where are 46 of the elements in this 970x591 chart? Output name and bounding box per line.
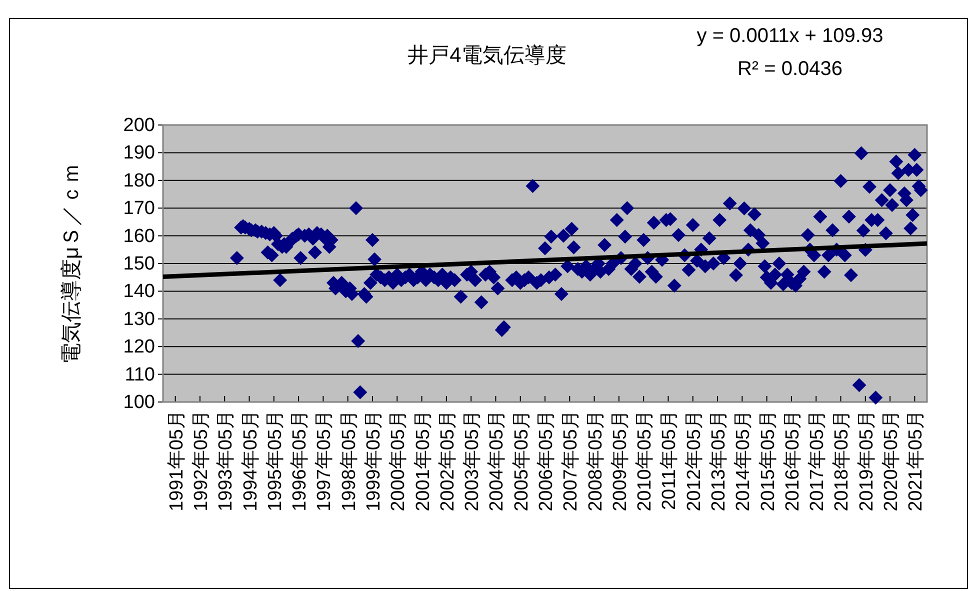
chart-title: 井戸4電気伝導度	[408, 44, 566, 67]
x-tick-label: 1992年05月	[190, 410, 212, 512]
x-tick-label: 2019年05月	[856, 410, 878, 512]
x-tick-label: 2009年05月	[610, 410, 631, 512]
x-tick-label: 2015年05月	[758, 410, 779, 512]
text: y = 0.0011x + 109.93	[696, 25, 884, 47]
x-tick-label: 1999年05月	[363, 410, 384, 512]
x-tick-label: 2006年05月	[536, 410, 557, 512]
x-tick-label: 2010年05月	[634, 410, 656, 512]
y-tick-label: 110	[124, 364, 155, 386]
y-tick-label: 100	[123, 392, 155, 413]
x-tick-label: 2002年05月	[437, 410, 458, 512]
x-tick-label: 2012年05月	[684, 410, 705, 512]
x-tick-label: 2016年05月	[782, 410, 804, 512]
x-tick-label: 1998年05月	[338, 410, 360, 512]
x-tick-label: 2018年05月	[832, 410, 853, 512]
x-tick-label: 2011年05月	[659, 410, 680, 510]
x-tick-label: 2021年05月	[906, 410, 927, 512]
y-tick-label: 160	[123, 226, 155, 247]
x-tick-label: 2004年05月	[486, 410, 508, 512]
x-tick-label: 2013年05月	[708, 410, 730, 512]
y-tick-label: 130	[123, 308, 155, 330]
x-tick-label: 2001年05月	[412, 410, 434, 512]
x-tick-label: 2014年05月	[733, 410, 754, 512]
x-tick-label: 2020年05月	[881, 410, 902, 512]
y-tick-label: 200	[123, 115, 155, 136]
x-tick-label: 2005年05月	[511, 410, 532, 512]
y-tick-label: 120	[123, 336, 155, 358]
y-tick-label: 140	[123, 281, 155, 302]
y-tick-label: 170	[123, 198, 155, 220]
x-tick-label: 1995年05月	[264, 410, 286, 512]
x-tick-label: 2007年05月	[560, 410, 582, 512]
y-tick-label: 150	[123, 254, 155, 274]
y-tick-label: 180	[123, 170, 155, 192]
x-tick-label: 1994年05月	[240, 410, 262, 512]
x-tick-label: 2008年05月	[585, 410, 606, 512]
x-tick-label: 2017年05月	[807, 410, 828, 512]
x-tick-label: 2003年05月	[462, 410, 484, 512]
x-tick-label: 1997年05月	[314, 410, 336, 512]
x-tick-label: 2000年05月	[388, 410, 410, 512]
y-tick-label: 190	[123, 142, 155, 164]
x-tick-label: 1993年05月	[216, 410, 237, 512]
x-tick-label: 1996年05月	[290, 410, 311, 512]
text: R² = 0.0436	[737, 58, 843, 80]
y-axis-title: 電気伝導度μＳ／ｃｍ	[60, 162, 83, 364]
x-tick-label: 1991年05月	[166, 410, 188, 512]
